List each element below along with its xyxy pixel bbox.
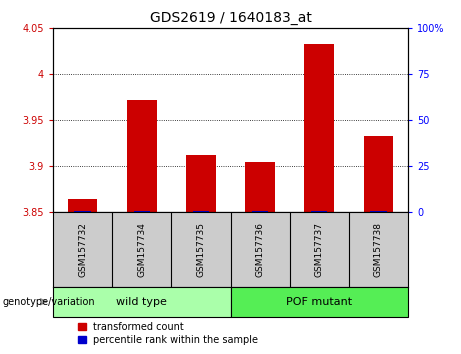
Bar [311,211,327,212]
Text: GSM157732: GSM157732 [78,222,87,277]
Bar [68,199,97,212]
Bar [53,287,230,317]
Title: GDS2619 / 1640183_at: GDS2619 / 1640183_at [149,11,312,24]
Bar [364,136,393,212]
Text: GSM157736: GSM157736 [255,222,265,277]
Text: genotype/variation: genotype/variation [2,297,95,307]
Text: GSM157735: GSM157735 [196,222,206,277]
Bar [75,211,91,212]
Bar [134,211,150,212]
Bar [304,44,334,212]
Text: wild type: wild type [116,297,167,307]
Bar [245,162,275,212]
Text: GSM157737: GSM157737 [315,222,324,277]
Bar [127,100,157,212]
Legend: transformed count, percentile rank within the sample: transformed count, percentile rank withi… [78,322,258,344]
Text: GSM157738: GSM157738 [374,222,383,277]
Text: GSM157734: GSM157734 [137,222,146,277]
Bar [186,155,216,212]
Bar [230,287,408,317]
Bar [370,211,386,212]
Bar [193,211,209,212]
Text: POF mutant: POF mutant [286,297,352,307]
Bar [252,211,268,212]
